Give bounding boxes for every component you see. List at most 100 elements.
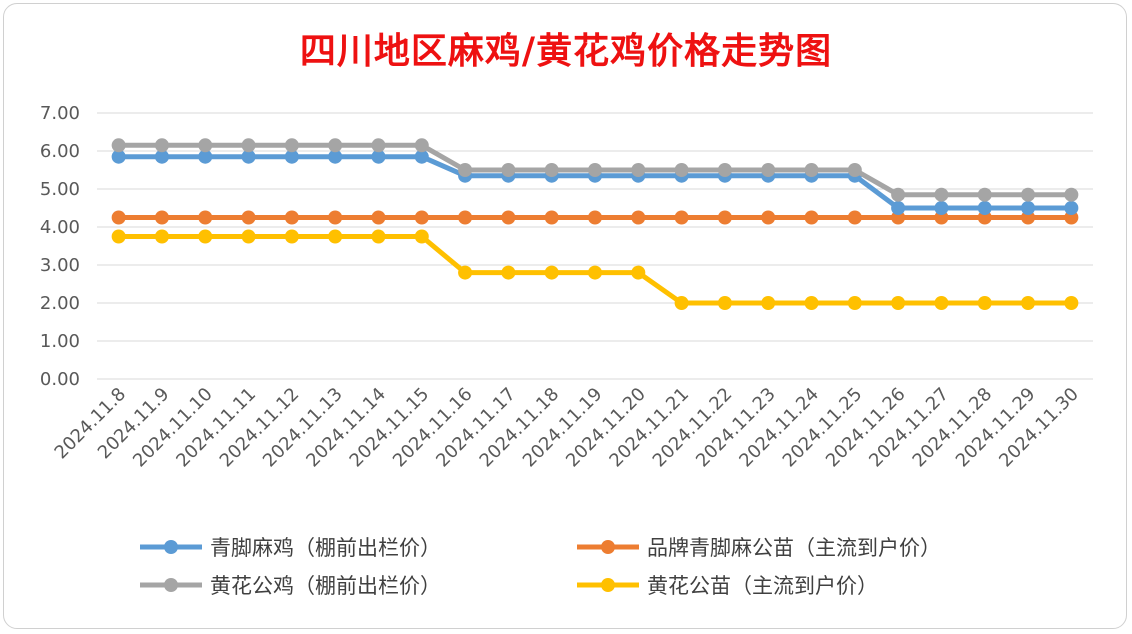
data-point xyxy=(1064,296,1079,310)
data-point xyxy=(891,296,906,310)
data-point xyxy=(1064,187,1079,202)
data-point xyxy=(154,138,169,153)
data-point xyxy=(891,187,906,202)
data-point xyxy=(804,210,819,225)
data-point xyxy=(198,149,213,164)
data-point xyxy=(761,210,776,225)
data-point xyxy=(1021,296,1036,310)
data-point xyxy=(588,265,602,280)
legend-item: 黄花公鸡（棚前出栏价） xyxy=(140,574,441,598)
data-point xyxy=(458,265,473,280)
data-point xyxy=(631,210,646,225)
data-point xyxy=(371,138,386,153)
data-point xyxy=(717,210,732,225)
data-point xyxy=(717,296,732,310)
data-point xyxy=(241,229,256,244)
data-point xyxy=(111,229,126,244)
data-point xyxy=(284,229,299,244)
y-tick-label: 3.00 xyxy=(40,255,80,276)
legend-swatch-marker xyxy=(164,578,178,592)
data-point xyxy=(631,163,646,177)
data-point xyxy=(544,163,559,177)
data-point xyxy=(631,265,646,280)
data-point xyxy=(328,138,343,153)
y-tick-label: 6.00 xyxy=(40,141,80,162)
legend-item: 青脚麻鸡（棚前出栏价） xyxy=(140,536,441,560)
y-tick-label: 4.00 xyxy=(40,217,80,238)
data-point xyxy=(241,210,256,225)
data-point xyxy=(588,163,602,177)
data-point xyxy=(977,187,992,202)
data-point xyxy=(501,163,516,177)
chart-frame xyxy=(3,3,1127,629)
y-tick-label: 5.00 xyxy=(40,179,80,200)
data-point xyxy=(154,210,169,225)
data-point xyxy=(804,163,819,177)
data-point xyxy=(111,149,126,164)
legend-item: 品牌青脚麻公苗（主流到户价） xyxy=(577,536,941,560)
data-point xyxy=(414,149,429,164)
y-tick-label: 7.00 xyxy=(40,103,80,124)
y-tick-label: 2.00 xyxy=(40,293,80,314)
legend-label: 品牌青脚麻公苗（主流到户价） xyxy=(647,536,941,560)
data-point xyxy=(934,296,949,310)
data-point xyxy=(328,229,343,244)
data-point xyxy=(761,163,776,177)
data-point xyxy=(674,296,689,310)
data-point xyxy=(458,163,473,177)
data-point xyxy=(501,265,516,280)
data-point xyxy=(111,138,126,153)
data-point xyxy=(847,163,862,177)
data-point xyxy=(1064,201,1079,215)
data-point xyxy=(241,138,256,153)
data-point xyxy=(934,187,949,202)
data-point xyxy=(328,149,343,164)
data-point xyxy=(198,229,213,244)
legend-label: 青脚麻鸡（棚前出栏价） xyxy=(210,536,441,560)
data-point xyxy=(934,201,949,215)
data-point xyxy=(1021,201,1036,215)
data-point xyxy=(717,163,732,177)
data-point xyxy=(674,163,689,177)
data-point xyxy=(414,138,429,153)
data-point xyxy=(371,210,386,225)
data-point xyxy=(371,229,386,244)
data-point xyxy=(977,201,992,215)
data-point xyxy=(198,138,213,153)
data-point xyxy=(1021,187,1036,202)
data-point xyxy=(371,149,386,164)
legend-label: 黄花公鸡（棚前出栏价） xyxy=(210,574,441,598)
legend-swatch-marker xyxy=(601,578,615,592)
data-point xyxy=(328,210,343,225)
y-tick-label: 0.00 xyxy=(40,369,80,390)
data-point xyxy=(241,149,256,164)
data-point xyxy=(588,210,602,225)
data-point xyxy=(458,210,473,225)
data-point xyxy=(414,210,429,225)
data-point xyxy=(674,210,689,225)
series-1 xyxy=(111,210,1079,225)
data-point xyxy=(284,210,299,225)
legend-swatch-marker xyxy=(164,540,178,554)
data-point xyxy=(501,210,516,225)
y-tick-label: 1.00 xyxy=(40,331,80,352)
data-point xyxy=(154,229,169,244)
series-2 xyxy=(111,138,1079,202)
data-point xyxy=(847,210,862,225)
legend-swatch-marker xyxy=(601,540,615,554)
data-point xyxy=(761,296,776,310)
data-point xyxy=(847,296,862,310)
data-point xyxy=(284,149,299,164)
data-point xyxy=(804,296,819,310)
data-point xyxy=(284,138,299,153)
data-point xyxy=(154,149,169,164)
data-point xyxy=(414,229,429,244)
series-3 xyxy=(111,229,1079,310)
data-point xyxy=(891,201,906,215)
series-0 xyxy=(111,149,1079,215)
data-point xyxy=(544,265,559,280)
data-point xyxy=(111,210,126,225)
data-point xyxy=(977,296,992,310)
data-point xyxy=(544,210,559,225)
